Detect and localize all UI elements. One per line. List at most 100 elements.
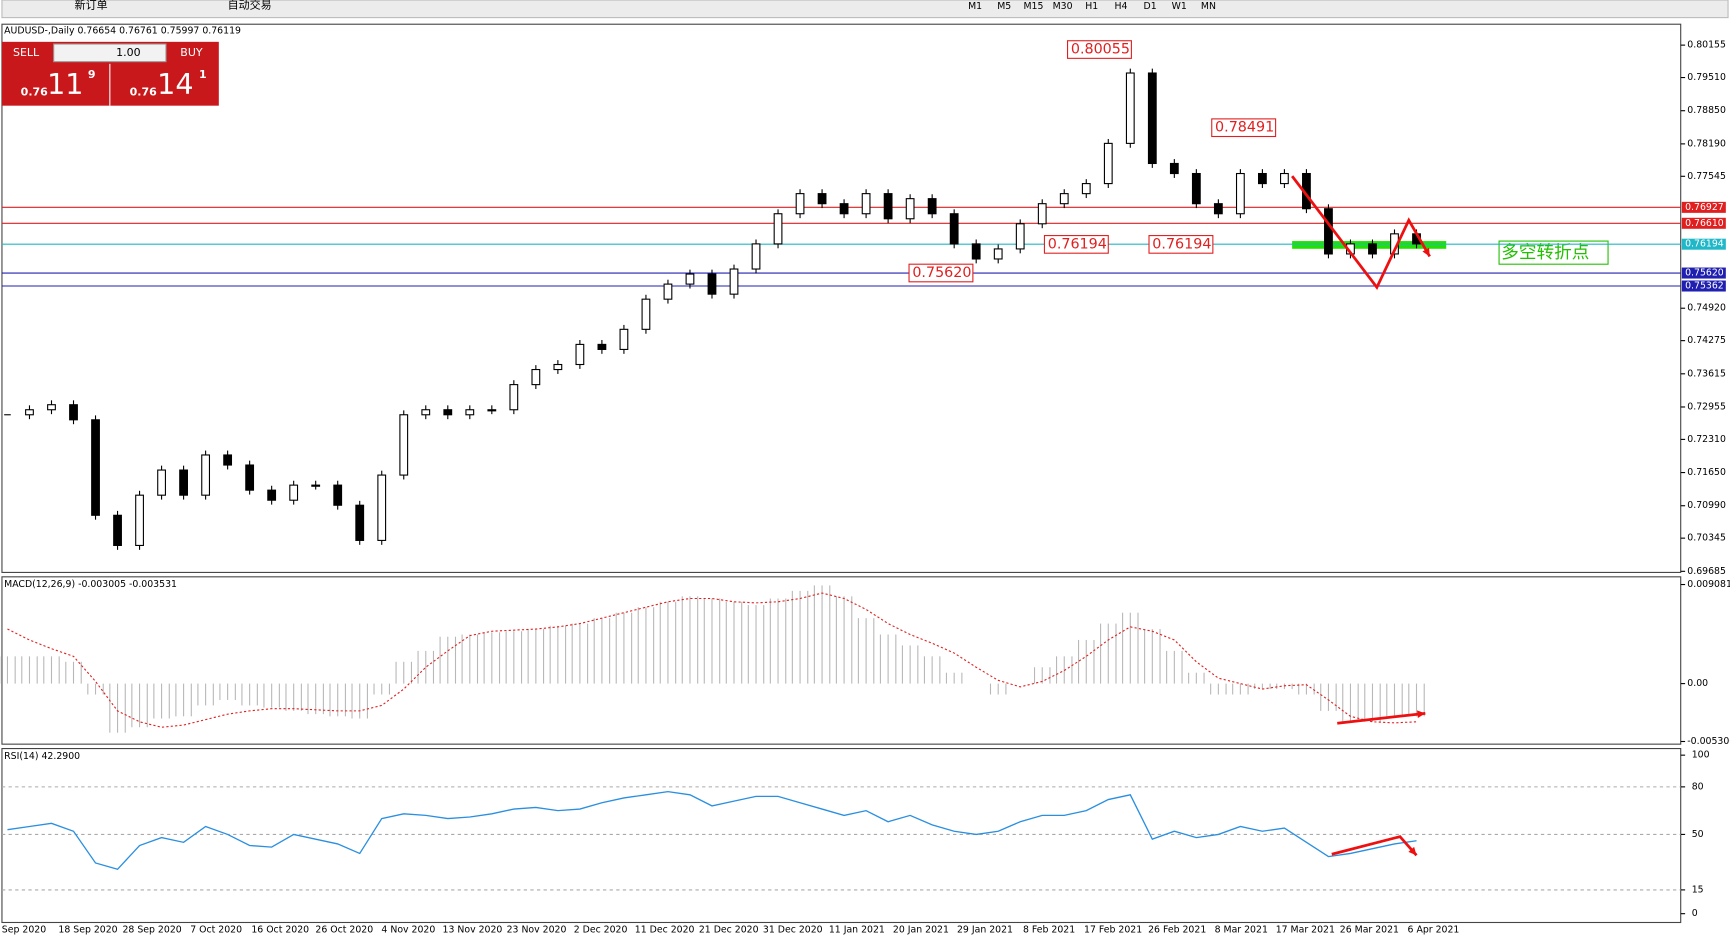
price-annotation: 0.75620 — [912, 265, 971, 281]
candle — [333, 484, 343, 506]
candle — [1213, 203, 1223, 215]
candle — [267, 489, 277, 501]
y-tick-label: 15 — [1692, 884, 1704, 895]
y-tick-label: 0.71650 — [1687, 467, 1726, 478]
candle — [597, 343, 607, 350]
new-order-button[interactable]: 新订单 — [75, 0, 108, 12]
candle — [575, 343, 585, 366]
sell-small: 9 — [88, 68, 96, 81]
x-tick-label: 4 Nov 2020 — [381, 925, 435, 936]
price-annotation-box — [1043, 235, 1109, 254]
candle — [1169, 162, 1179, 175]
candle — [927, 198, 937, 215]
candle — [25, 409, 34, 416]
candle — [707, 273, 717, 295]
candle — [399, 414, 409, 476]
timeframe-button[interactable]: W1 — [1172, 1, 1187, 12]
x-tick-label: 23 Nov 2020 — [507, 925, 567, 936]
price-panel — [1, 23, 1682, 573]
price-annotation: 0.76194 — [1152, 236, 1211, 252]
candle — [487, 409, 497, 412]
candle — [179, 469, 188, 496]
price-annotation-box — [1148, 235, 1214, 254]
auto-trading-button[interactable]: 自动交易 — [228, 0, 272, 12]
x-tick-label: 7 Oct 2020 — [190, 925, 242, 936]
y-tick-label: 0.79510 — [1687, 72, 1726, 83]
candle — [223, 454, 233, 466]
x-tick-label: 20 Jan 2021 — [893, 925, 949, 936]
arrow-head — [1417, 710, 1426, 719]
timeframe-button[interactable]: D1 — [1144, 1, 1157, 12]
candle — [795, 193, 805, 215]
toolbar — [1, 0, 1729, 19]
candle — [905, 198, 915, 220]
candle — [971, 243, 981, 260]
buy-button[interactable]: BUY — [180, 46, 203, 59]
candle — [377, 474, 387, 541]
candle — [663, 283, 673, 300]
candle — [1081, 183, 1091, 195]
lot-field[interactable] — [53, 43, 167, 63]
y-tick-label: 0.009081 — [1687, 579, 1730, 590]
x-tick-label: Sep 2020 — [2, 925, 46, 936]
level-tag — [1681, 280, 1726, 292]
y-tick-label: 0 — [1692, 908, 1698, 919]
level-label: 0.76610 — [1685, 218, 1724, 229]
candle — [1103, 142, 1113, 185]
y-tick-label: 0.74920 — [1687, 303, 1726, 314]
y-tick-label: 0.74275 — [1687, 335, 1726, 346]
y-tick-label: 0.78190 — [1687, 138, 1726, 149]
candle — [993, 248, 1003, 260]
y-tick-label: 0.73615 — [1687, 368, 1726, 379]
x-tick-label: 17 Feb 2021 — [1084, 925, 1142, 936]
candle — [69, 404, 78, 421]
candle — [421, 409, 431, 416]
candle — [531, 368, 541, 386]
macd-label: MACD(12,26,9) -0.003005 -0.003531 — [4, 579, 177, 590]
x-tick-label: 26 Feb 2021 — [1148, 925, 1206, 936]
candle — [113, 514, 122, 546]
x-tick-label: 31 Dec 2020 — [763, 925, 823, 936]
candle — [1015, 223, 1025, 250]
y-tick-label: 50 — [1692, 829, 1704, 840]
candle — [641, 298, 651, 330]
pivot-label: 多空转折点 — [1501, 243, 1589, 263]
x-tick-label: 29 Jan 2021 — [957, 925, 1013, 936]
lot-value[interactable]: 1.00 — [116, 46, 141, 59]
y-tick-label: 0.77545 — [1687, 171, 1726, 182]
timeframe-button[interactable]: M1 — [968, 1, 982, 12]
level-tag — [1681, 267, 1726, 279]
candle — [553, 363, 563, 371]
rsi-panel — [1, 748, 1682, 924]
candle — [883, 193, 893, 220]
timeframe-button[interactable]: M15 — [1023, 1, 1043, 12]
candle — [685, 273, 695, 285]
x-tick-label: 26 Mar 2021 — [1340, 925, 1399, 936]
timeframe-button[interactable]: M30 — [1053, 1, 1073, 12]
trend-arrow — [1291, 175, 1431, 290]
candle — [465, 409, 475, 416]
candle — [619, 328, 629, 350]
level-label: 0.76194 — [1685, 239, 1724, 250]
x-tick-label: 18 Sep 2020 — [58, 925, 117, 936]
timeframe-button[interactable]: H4 — [1114, 1, 1127, 12]
arrow-head — [1422, 247, 1430, 257]
candle — [509, 384, 519, 411]
y-tick-label: 0.70345 — [1687, 533, 1726, 544]
candle — [245, 464, 255, 491]
sell-prefix: 0.76 — [21, 85, 48, 98]
y-tick-label: 80 — [1692, 781, 1704, 792]
candle — [157, 469, 166, 496]
macd-panel — [1, 576, 1682, 745]
pivot-box — [1498, 240, 1609, 265]
sell-button[interactable]: SELL — [13, 46, 40, 59]
x-tick-label: 11 Dec 2020 — [635, 925, 695, 936]
timeframe-button[interactable]: MN — [1201, 1, 1216, 12]
candle — [1257, 172, 1267, 185]
y-tick-label: 0.72955 — [1687, 401, 1726, 412]
timeframe-button[interactable]: M5 — [997, 1, 1011, 12]
timeframe-button[interactable]: H1 — [1085, 1, 1098, 12]
arrow-head — [1408, 846, 1417, 856]
